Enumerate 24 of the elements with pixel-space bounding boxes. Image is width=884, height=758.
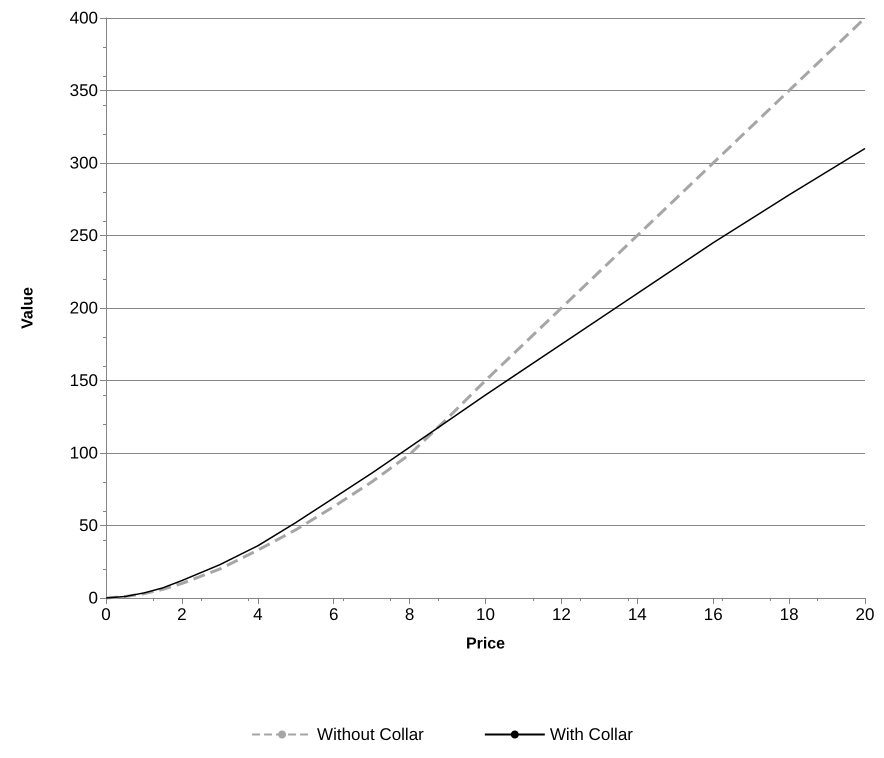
y-tick-label: 250 bbox=[70, 226, 98, 245]
y-tick-label: 300 bbox=[70, 154, 98, 172]
y-axis-title: Value bbox=[20, 287, 36, 329]
x-tick-label: 2 bbox=[177, 605, 187, 624]
y-tick-label: 400 bbox=[70, 8, 98, 28]
y-tick-label: 50 bbox=[79, 516, 98, 535]
y-tick-label: 0 bbox=[88, 588, 98, 608]
x-tick-label: 0 bbox=[101, 605, 111, 624]
y-tick-label: 200 bbox=[70, 298, 98, 318]
x-tick-label: 4 bbox=[253, 605, 263, 624]
y-tick-label: 350 bbox=[70, 81, 98, 100]
x-tick-label: 18 bbox=[780, 605, 799, 624]
x-tick-label: 6 bbox=[328, 605, 338, 624]
x-axis-title: Price bbox=[466, 636, 506, 652]
x-tick-label: 20 bbox=[856, 605, 874, 624]
x-tick-label: 10 bbox=[476, 605, 495, 624]
x-tick-label: 8 bbox=[404, 605, 414, 624]
x-tick-label: 14 bbox=[628, 605, 647, 624]
legend-label: With Collar bbox=[550, 725, 634, 744]
legend-label: Without Collar bbox=[317, 725, 424, 744]
x-tick-label: 16 bbox=[704, 605, 723, 624]
y-tick-label: 100 bbox=[70, 444, 98, 462]
x-tick-label: 12 bbox=[552, 605, 571, 624]
y-tick-label: 150 bbox=[70, 371, 98, 390]
